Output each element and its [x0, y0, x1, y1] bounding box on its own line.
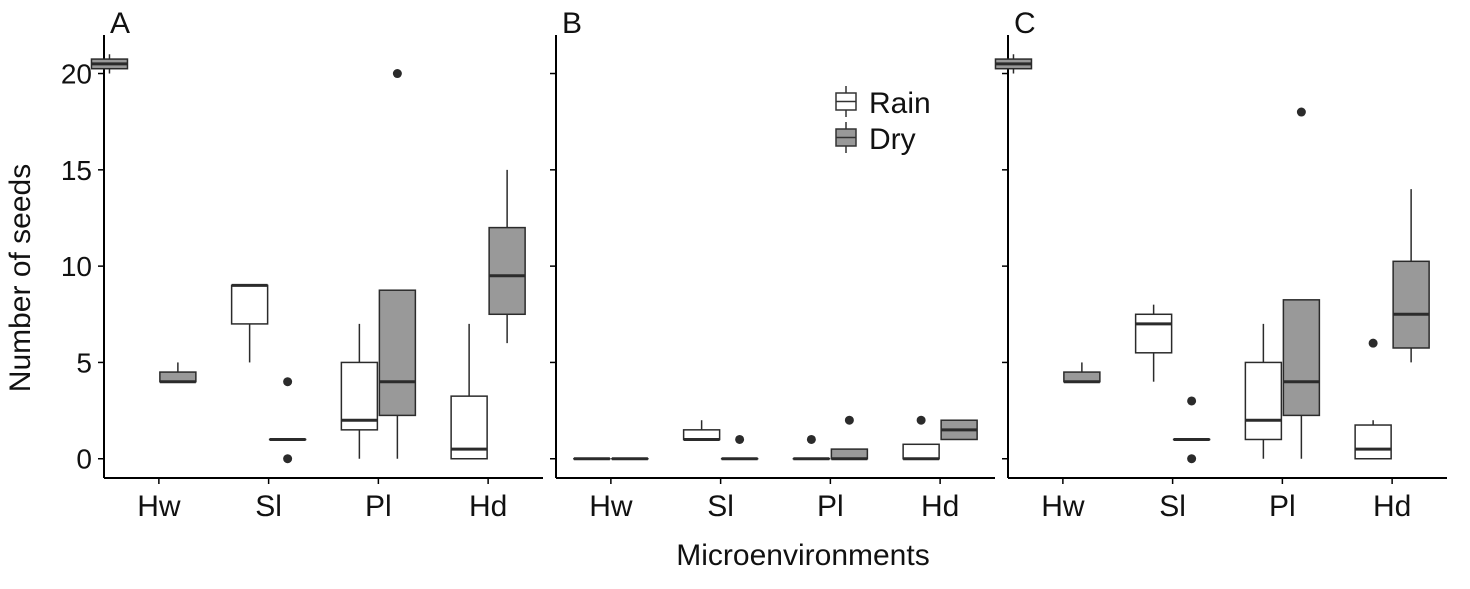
box-rain-pl: [340, 323, 379, 459]
outlier-point: [283, 454, 293, 464]
x-tick-label: Sl: [1159, 490, 1186, 523]
y-tick-label: 0: [76, 444, 92, 475]
legend: Rain Dry: [835, 86, 931, 156]
box-rain-hd: [902, 415, 940, 461]
y-tick-label: 5: [76, 347, 92, 378]
box: [488, 226, 526, 316]
box: [1354, 424, 1392, 460]
box-combined-hw: [994, 54, 1033, 74]
panel-c: C Hw Sl Pl Hd: [994, 7, 1447, 523]
outlier-point: [392, 69, 402, 79]
box: [1392, 260, 1430, 349]
legend-label-rain: Rain: [869, 87, 931, 120]
panel-b: B Hw Sl Pl Hd: [550, 7, 995, 523]
box: [340, 361, 379, 431]
legend-key-rain: [835, 86, 857, 117]
box-dry-hw: [1063, 362, 1101, 384]
x-tick-label: Sl: [707, 490, 734, 523]
x-tick-label: Sl: [255, 490, 282, 523]
outlier-point: [916, 415, 926, 425]
x-axis-label: Microenvironments: [676, 539, 929, 572]
y-axis-label: Number of seeds: [4, 164, 37, 392]
x-tick-label: Pl: [1269, 490, 1296, 523]
legend-key-dry: [835, 122, 857, 153]
x-tick-label: Hw: [1041, 490, 1085, 523]
box-rain-sl: [1134, 304, 1173, 382]
box-dry-pl: [378, 69, 417, 459]
x-tick-label: Hd: [921, 490, 959, 523]
outlier-point: [735, 434, 745, 444]
y-tick-label: 15: [61, 155, 92, 186]
box-rain-pl: [792, 434, 831, 461]
panel-label: B: [562, 7, 582, 40]
box-dry-hd: [488, 169, 526, 344]
x-tick-label: Hw: [137, 490, 181, 523]
x-tick-label: Hw: [589, 490, 633, 523]
box-combined-hw: [90, 54, 129, 74]
panel-label: A: [110, 7, 130, 40]
box-dry-pl: [1282, 107, 1321, 459]
outlier-point: [806, 434, 816, 444]
box-dry-sl: [268, 377, 307, 464]
box: [378, 289, 417, 417]
box-dry-hw: [159, 362, 197, 384]
box-rain-hd: [1354, 338, 1392, 460]
box-rain-sl: [230, 283, 269, 363]
box: [1134, 313, 1173, 354]
outlier-point: [1187, 396, 1197, 406]
box-dry-hd: [940, 419, 978, 441]
panels-layer: A 0 5 10 15 20 Hw Sl Pl Hd B Hw Sl Pl Hd C Hw Sl Pl Hd: [61, 7, 1447, 523]
box: [1282, 299, 1321, 417]
box: [902, 443, 940, 460]
box-dry-sl: [720, 434, 759, 461]
legend-label-dry: Dry: [869, 123, 916, 156]
box-dry-sl: [1172, 396, 1211, 464]
box-rain-hd: [450, 323, 488, 460]
box-rain-sl: [682, 420, 721, 441]
x-tick-label: Pl: [365, 490, 392, 523]
y-tick-label: 10: [61, 251, 92, 282]
y-tick-label: 20: [61, 59, 92, 90]
x-tick-label: Hd: [469, 490, 507, 523]
box: [1244, 361, 1283, 441]
box-dry-hd: [1392, 189, 1430, 363]
panel-a: A 0 5 10 15 20 Hw Sl Pl Hd: [61, 7, 543, 523]
box-dry-pl: [830, 415, 869, 461]
outlier-point: [1368, 338, 1378, 348]
outlier-point: [283, 377, 293, 387]
x-tick-label: Hd: [1373, 490, 1411, 523]
box-rain-pl: [1244, 323, 1283, 459]
x-tick-label: Pl: [817, 490, 844, 523]
outlier-point: [844, 415, 854, 425]
outlier-point: [1296, 107, 1306, 117]
box: [230, 284, 269, 325]
outlier-point: [1187, 454, 1197, 464]
panel-label: C: [1014, 7, 1036, 40]
